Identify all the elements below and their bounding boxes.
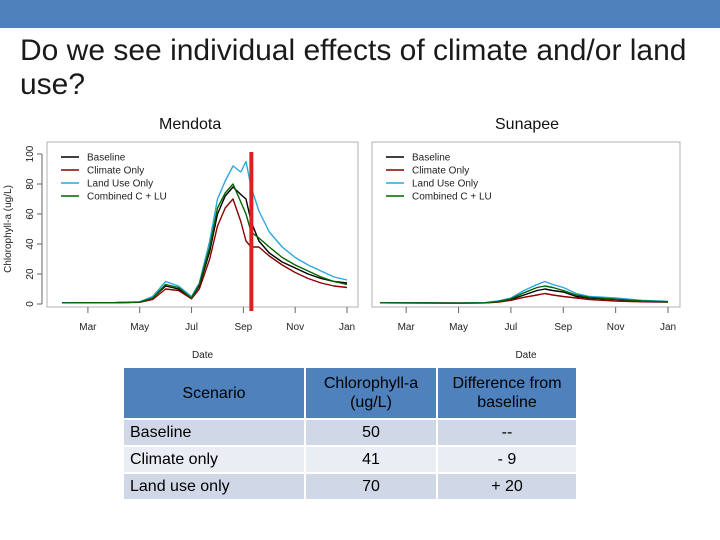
mendota-series-climate-only-line: [61, 198, 348, 304]
sunapee-x-tick-label: May: [449, 322, 468, 333]
sunapee-legend-label: Baseline: [412, 153, 451, 164]
cell-scenario: Climate only: [124, 447, 304, 472]
mendota-x-tick-label: Nov: [286, 322, 304, 333]
sunapee-legend-label: Climate Only: [412, 166, 469, 177]
y-tick-label: 20: [25, 268, 36, 280]
y-tick-label: 80: [25, 178, 36, 190]
mendota-x-axis-label: Date: [192, 350, 214, 361]
results-table: Scenario Chlorophyll-a (ug/L) Difference…: [122, 366, 578, 501]
mendota-x-tick-label: May: [130, 322, 149, 333]
mendota-x-tick-label: Mar: [79, 322, 97, 333]
sunapee-x-axis-label: Date: [515, 350, 537, 361]
header-scenario: Scenario: [124, 368, 304, 418]
y-tick-label: 60: [25, 208, 36, 220]
slide-title: Do we see individual effects of climate …: [20, 34, 687, 101]
mendota-legend-label: Climate Only: [87, 166, 144, 177]
sunapee-legend-label: Combined C + LU: [412, 192, 492, 203]
table-header-row: Scenario Chlorophyll-a (ug/L) Difference…: [124, 368, 576, 418]
cell-scenario: Baseline: [124, 420, 304, 445]
cell-chlorophyll: 50: [306, 420, 436, 445]
sunapee-x-tick-label: Sep: [554, 322, 572, 333]
table-row: Land use only 70 + 20: [124, 474, 576, 499]
cell-scenario: Land use only: [124, 474, 304, 499]
table-row: Climate only 41 - 9: [124, 447, 576, 472]
mendota-series-land-use-only-line: [61, 160, 348, 304]
sunapee-plot-frame: [371, 141, 681, 308]
sunapee-x-tick-label: Nov: [607, 322, 625, 333]
mendota-series-combined-c-lu-line: [61, 183, 348, 304]
header-difference: Difference from baseline: [438, 368, 576, 418]
sunapee-x-tick-label: Mar: [398, 322, 416, 333]
cell-difference: - 9: [438, 447, 576, 472]
header-chlorophyll: Chlorophyll-a (ug/L): [306, 368, 436, 418]
mendota-x-tick-label: Jan: [339, 322, 355, 333]
table-row: Baseline 50 --: [124, 420, 576, 445]
sunapee-series-combined-c-lu-line: [379, 285, 669, 304]
mendota-legend-label: Land Use Only: [87, 179, 153, 190]
header-bar: [0, 0, 720, 28]
mendota-legend-label: Combined C + LU: [87, 192, 167, 203]
cell-chlorophyll: 70: [306, 474, 436, 499]
sunapee-legend-label: Land Use Only: [412, 179, 478, 190]
sunapee-x-tick-label: Jan: [660, 322, 676, 333]
sunapee-x-tick-label: Jul: [505, 322, 518, 333]
y-tick-label: 0: [25, 301, 36, 307]
mendota-chart: Mar May Jul Sep Nov Jan Date 0 20 40 60 80 100 Chloro…: [3, 141, 359, 361]
chart-figure: Mar May Jul Sep Nov Jan Date 0 20 40 60 80 100 Chloro…: [3, 141, 681, 361]
mendota-x-tick-label: Sep: [234, 322, 252, 333]
cell-chlorophyll: 41: [306, 447, 436, 472]
y-tick-label: 40: [25, 238, 36, 250]
mendota-panel-title: Mendota: [159, 116, 222, 133]
mendota-x-tick-label: Jul: [185, 322, 198, 333]
cell-difference: --: [438, 420, 576, 445]
sunapee-chart: Mar May Jul Sep Nov Jan Date Baseline Climate On…: [371, 141, 681, 361]
y-axis-label: Chlorophyll-a (ug/L): [3, 185, 14, 273]
cell-difference: + 20: [438, 474, 576, 499]
y-tick-label: 100: [25, 145, 36, 162]
sunapee-panel-title: Sunapee: [495, 116, 560, 133]
mendota-legend-label: Baseline: [87, 153, 126, 164]
